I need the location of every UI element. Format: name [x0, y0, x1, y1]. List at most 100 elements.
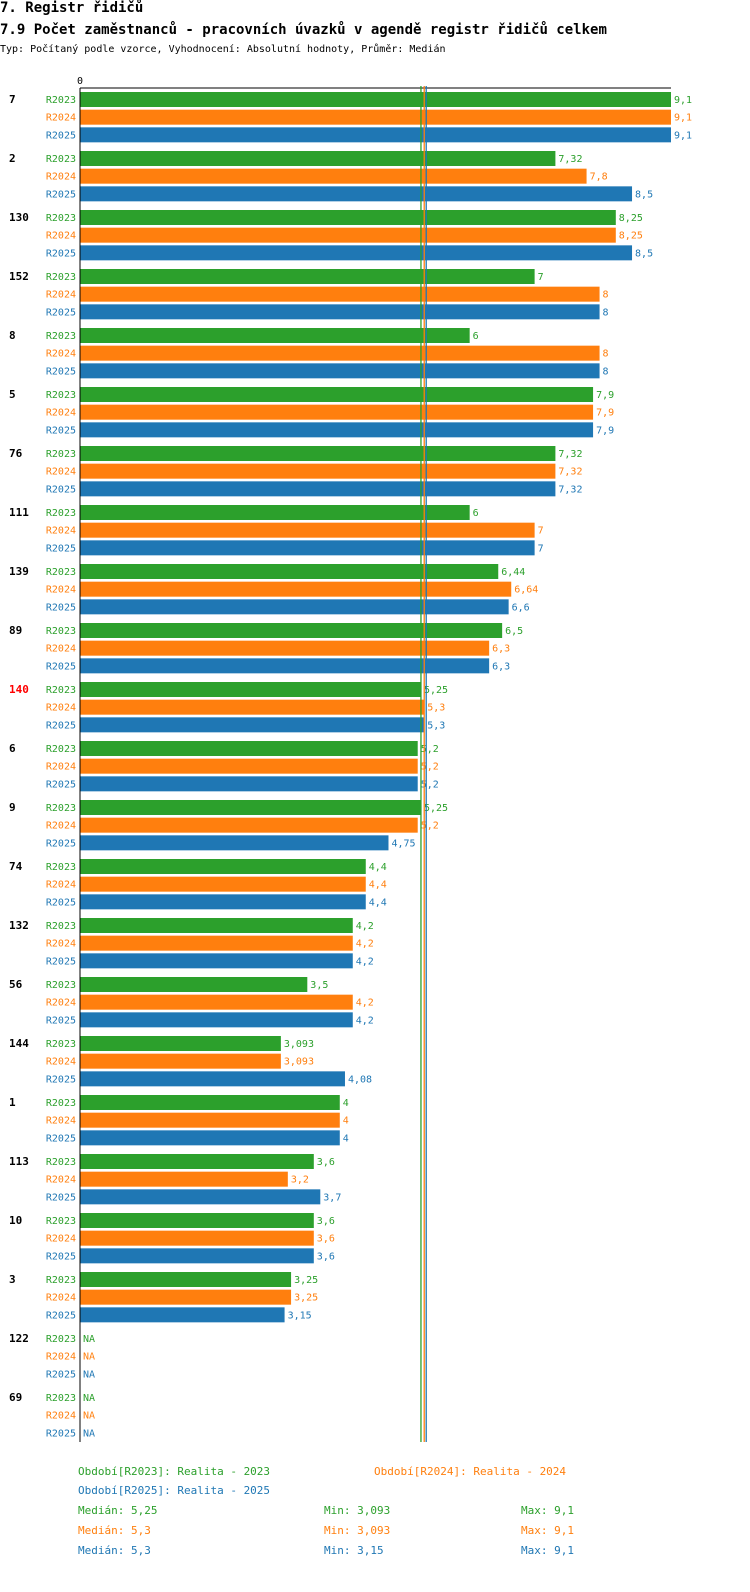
data-label: 4	[343, 1116, 349, 1127]
data-label: 3,093	[284, 1039, 314, 1050]
series-label: R2025	[46, 189, 76, 200]
group-label: 152	[9, 270, 29, 283]
legend-period-2024: Období[R2024]: Realita - 2024	[374, 1465, 567, 1478]
bar	[80, 269, 535, 284]
bar	[80, 935, 353, 951]
data-label: 7,9	[596, 425, 614, 436]
data-label: 8	[603, 366, 609, 377]
series-label: R2023	[46, 1334, 76, 1345]
bar	[80, 304, 600, 320]
series-label: R2025	[46, 838, 76, 849]
data-label: 6,6	[512, 602, 530, 613]
legend-period-2023: Období[R2023]: Realita - 2023	[78, 1465, 271, 1478]
bar	[80, 953, 353, 969]
group-label: 89	[9, 624, 22, 637]
bar	[80, 151, 556, 166]
series-label: R2023	[46, 1098, 76, 1109]
data-label: 7	[538, 543, 544, 554]
bar	[80, 1171, 288, 1187]
data-label: 9,1	[674, 113, 692, 124]
legend-max-2024: Max: 9,1	[521, 1524, 574, 1537]
bar	[80, 640, 490, 656]
bar	[80, 1230, 314, 1246]
bar	[80, 599, 509, 615]
series-label: R2023	[46, 272, 76, 283]
data-label: 5,2	[421, 762, 439, 773]
data-label: 3,6	[317, 1216, 335, 1227]
data-label: 5,3	[427, 720, 445, 731]
group-label: 2	[9, 152, 16, 165]
data-label: 6,3	[492, 644, 510, 655]
bar	[80, 328, 470, 343]
series-label: R2023	[46, 980, 76, 991]
series-label: R2023	[46, 213, 76, 224]
na-label: NA	[83, 1411, 95, 1422]
group-label: 3	[9, 1273, 16, 1286]
bar	[80, 1112, 340, 1128]
group-label: 5	[9, 388, 16, 401]
na-label: NA	[83, 1369, 95, 1380]
series-label: R2023	[46, 1157, 76, 1168]
series-label: R2025	[46, 1074, 76, 1085]
series-label: R2025	[46, 484, 76, 495]
series-label: R2023	[46, 803, 76, 814]
bar	[80, 1012, 353, 1028]
data-label: 4,2	[356, 939, 374, 950]
group-label: 140	[9, 683, 29, 696]
group-label: 76	[9, 447, 23, 460]
bar	[80, 245, 633, 261]
data-label: 8,5	[635, 248, 653, 259]
data-label: 4,2	[356, 998, 374, 1009]
bar	[80, 817, 418, 833]
series-label: R2024	[46, 231, 76, 242]
bar	[80, 109, 671, 125]
chart-subtitle: Typ: Počítaný podle vzorce, Vyhodnocení:…	[0, 44, 446, 55]
series-label: R2025	[46, 661, 76, 672]
data-label: 8,25	[619, 213, 643, 224]
data-label: 6,44	[501, 567, 525, 578]
series-label: R2025	[46, 1310, 76, 1321]
series-label: R2024	[46, 1057, 76, 1068]
data-label: 6	[473, 508, 479, 519]
data-label: 5,2	[421, 744, 439, 755]
group-label: 6	[9, 742, 16, 755]
data-label: 3,6	[317, 1234, 335, 1245]
bar	[80, 758, 418, 774]
bar	[80, 1189, 321, 1205]
series-label: R2023	[46, 154, 76, 165]
bar	[80, 894, 366, 910]
series-label: R2023	[46, 331, 76, 342]
data-label: 7,32	[558, 449, 582, 460]
series-label: R2023	[46, 921, 76, 932]
series-label: R2023	[46, 1393, 76, 1404]
bar	[80, 918, 353, 933]
series-label: R2024	[46, 1234, 76, 1245]
bar-chart: 0 7 R2023 9,1 R2024 9,1 R2025 9,1 2 R2023 7,32 R202…	[9, 76, 692, 1442]
bar	[80, 463, 556, 479]
data-label: 8	[603, 290, 609, 301]
legend-median-2023: Medián: 5,25	[78, 1504, 158, 1517]
bar	[80, 1307, 285, 1323]
data-label: 3,2	[291, 1175, 309, 1186]
group-label: 1	[9, 1096, 16, 1109]
data-label: 3,6	[317, 1251, 335, 1262]
data-label: 4,2	[356, 956, 374, 967]
na-label: NA	[83, 1428, 95, 1439]
series-label: R2023	[46, 95, 76, 106]
series-label: R2025	[46, 1015, 76, 1026]
bar	[80, 699, 425, 715]
bar	[80, 776, 418, 792]
data-label: 7,32	[558, 484, 582, 495]
series-label: R2025	[46, 779, 76, 790]
data-label: 4,4	[369, 880, 387, 891]
series-label: R2024	[46, 113, 76, 124]
series-label: R2024	[46, 408, 76, 419]
bar	[80, 1053, 281, 1069]
data-label: 3,7	[323, 1192, 341, 1203]
axis-zero-label: 0	[77, 76, 83, 87]
series-label: R2024	[46, 1352, 76, 1363]
group-label: 132	[9, 919, 29, 932]
bar	[80, 345, 600, 361]
data-label: 3,25	[294, 1275, 318, 1286]
series-label: R2024	[46, 880, 76, 891]
